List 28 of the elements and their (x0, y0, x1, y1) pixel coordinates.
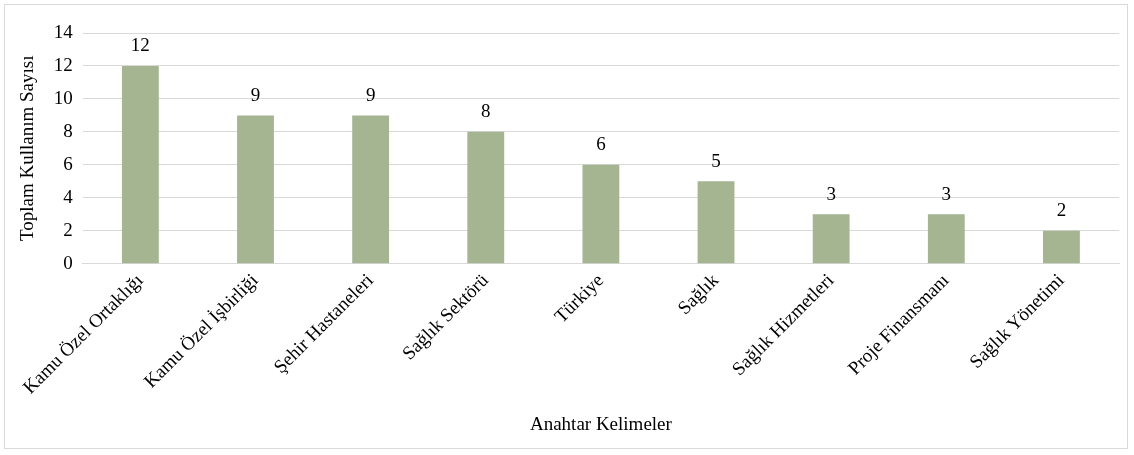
data-label: 6 (596, 133, 606, 155)
data-label: 12 (130, 34, 150, 56)
data-label: 5 (711, 149, 721, 171)
data-label: 2 (1056, 199, 1067, 221)
y-tick-label: 4 (63, 185, 74, 207)
bar (352, 115, 390, 264)
data-label: 9 (250, 83, 261, 105)
bar (582, 164, 620, 264)
bar (1043, 230, 1080, 264)
y-tick-label: 14 (53, 20, 74, 42)
y-tick-label: 0 (63, 251, 73, 273)
data-label: 8 (481, 100, 491, 122)
bar (467, 131, 505, 264)
data-label: 3 (826, 182, 836, 204)
y-tick-label: 8 (63, 119, 73, 141)
y-tick-label: 10 (53, 86, 73, 108)
data-label: 9 (365, 83, 376, 105)
y-tick-label: 6 (63, 152, 73, 174)
bar (237, 115, 274, 264)
y-tick-label: 12 (53, 53, 73, 75)
bar (121, 65, 159, 264)
y-axis-title: Toplam Kullanım Sayısı (16, 55, 38, 242)
y-tick-label: 2 (63, 218, 73, 240)
bar (812, 214, 850, 264)
bar (927, 214, 965, 264)
bar (697, 181, 735, 264)
data-label: 3 (941, 182, 952, 204)
x-axis-title: Anahtar Kelimeler (529, 412, 673, 434)
